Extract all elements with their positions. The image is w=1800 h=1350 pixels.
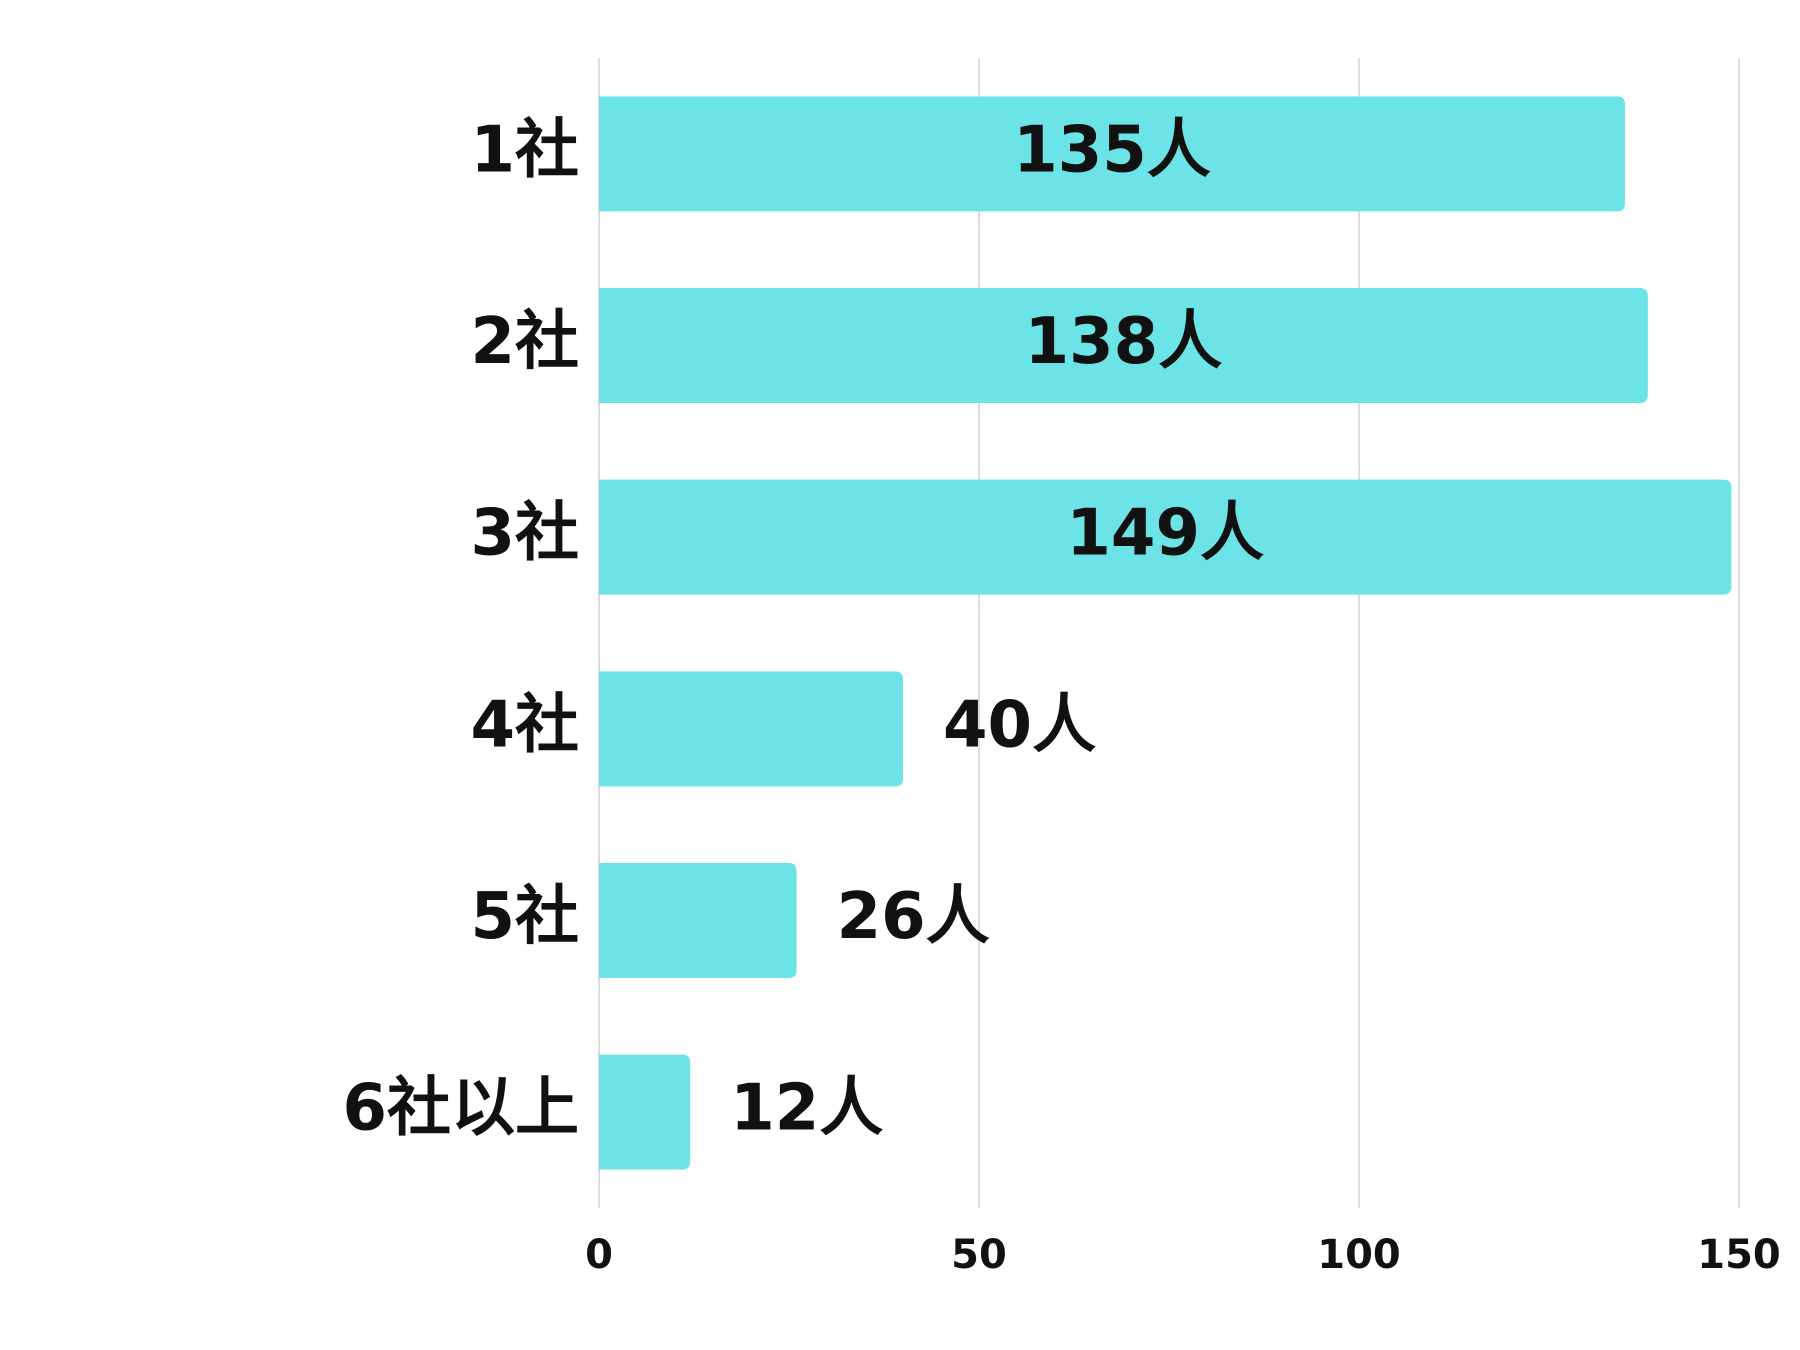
y-tick-label: 1社 xyxy=(470,113,579,187)
value-label: 26人 xyxy=(837,880,990,954)
bar xyxy=(599,288,1648,403)
bar xyxy=(599,671,903,787)
value-label: 40人 xyxy=(943,688,1096,762)
y-tick-label: 2社 xyxy=(470,305,579,379)
y-tick-label: 4社 xyxy=(470,688,579,762)
x-tick-label: 150 xyxy=(1697,1232,1781,1278)
value-label: 149人 xyxy=(1066,497,1264,571)
value-label: 135人 xyxy=(1013,113,1211,187)
y-tick-label: 6社以上 xyxy=(342,1072,579,1146)
y-tick-label: 5社 xyxy=(470,880,579,954)
bar xyxy=(599,1054,691,1170)
bar xyxy=(599,96,1625,212)
bar xyxy=(599,479,1732,595)
x-tick-label: 0 xyxy=(585,1232,613,1278)
y-tick-label: 3社 xyxy=(470,497,579,571)
value-label: 138人 xyxy=(1025,305,1223,379)
x-tick-label: 100 xyxy=(1317,1232,1401,1278)
value-label: 12人 xyxy=(730,1072,883,1146)
bar xyxy=(599,863,797,978)
x-tick-label: 50 xyxy=(951,1232,1007,1278)
